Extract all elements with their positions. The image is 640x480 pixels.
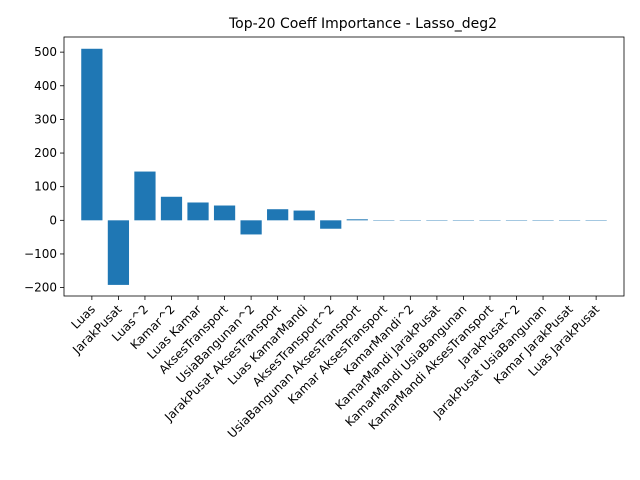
bar-9 xyxy=(320,220,342,229)
y-axis: −200 −100 0 100 200 300 400 500 xyxy=(24,45,64,295)
bar-4 xyxy=(187,202,209,221)
bar-7 xyxy=(267,209,289,221)
y-tick-label: 400 xyxy=(34,79,57,93)
bar-8 xyxy=(293,210,315,221)
y-tick-label: 100 xyxy=(34,180,57,194)
bar-6 xyxy=(240,220,262,235)
bars-layer xyxy=(81,48,607,285)
y-tick-label: 500 xyxy=(34,45,57,59)
y-tick-label: 300 xyxy=(34,112,57,126)
plot-frame xyxy=(63,36,625,297)
y-tick-label: −100 xyxy=(24,247,57,261)
bar-5 xyxy=(213,205,236,221)
bar-10 xyxy=(346,219,368,221)
y-tick-label: −200 xyxy=(24,281,57,295)
bar-0 xyxy=(81,48,103,221)
bar-3 xyxy=(160,196,183,221)
bar-2 xyxy=(134,171,156,221)
bar-1 xyxy=(107,220,130,285)
y-tick-label: 0 xyxy=(49,213,57,227)
chart-title: Top-20 Coeff Importance - Lasso_deg2 xyxy=(228,16,497,32)
y-tick-label: 200 xyxy=(34,146,57,160)
